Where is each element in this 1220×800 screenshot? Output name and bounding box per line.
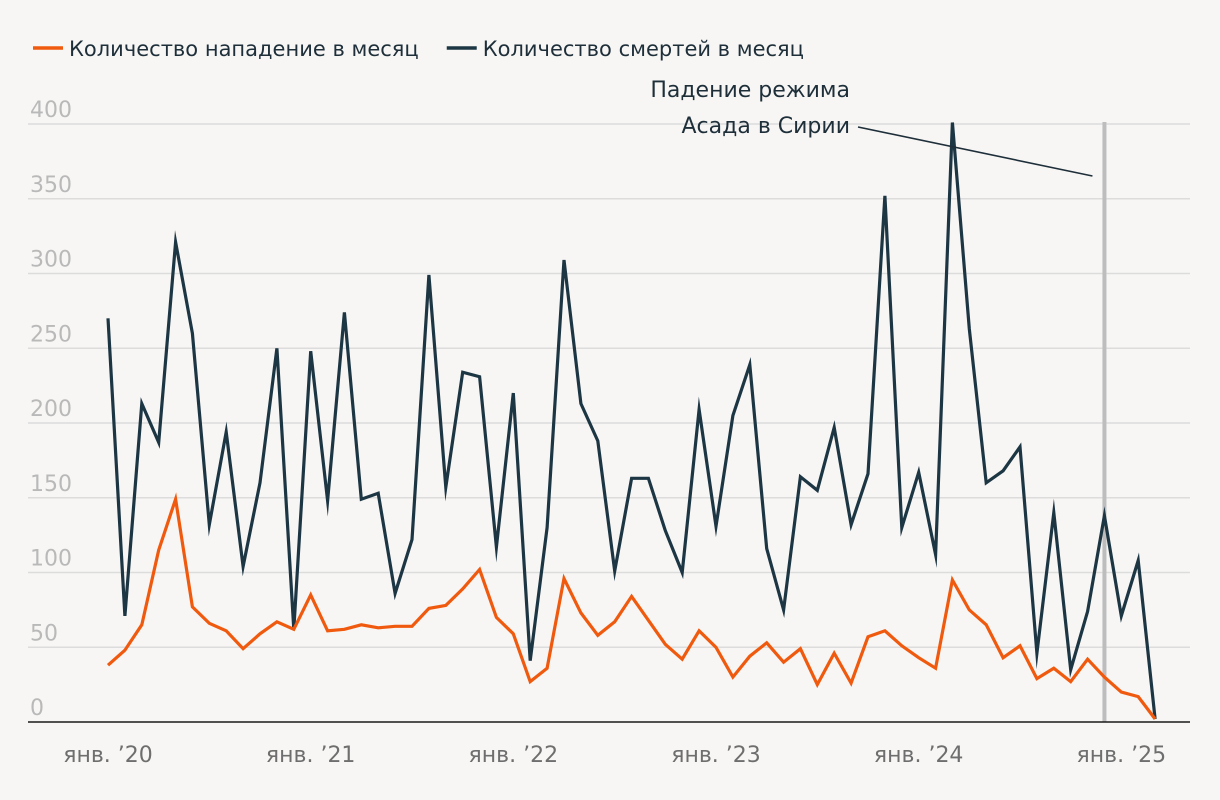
y-tick-label: 200 [30, 397, 72, 422]
annotation-text: Асада в Сирии [682, 114, 851, 139]
x-tick-label: янв. ’21 [266, 743, 356, 768]
y-tick-label: 400 [30, 98, 72, 123]
x-axis-ticks: янв. ’20 янв. ’21 янв. ’22 янв. ’23 янв. ’24… [63, 743, 1166, 768]
y-tick-label: 250 [30, 322, 72, 347]
y-tick-label: 300 [30, 248, 72, 273]
y-axis-ticks: 0 50 100 150 200 250 300 350 400 [30, 98, 72, 721]
series-line [106, 122, 1157, 720]
y-tick-label: 150 [30, 472, 72, 497]
x-tick-label: янв. ’23 [671, 743, 761, 768]
y-tick-label: 0 [30, 696, 44, 721]
y-tick-label: 350 [30, 173, 72, 198]
legend-label: Количество нападение в месяц [69, 37, 419, 61]
annotation: Падение режима Асада в Сирии [650, 78, 1093, 177]
x-tick-label: янв. ’25 [1077, 743, 1167, 768]
gridlines [28, 123, 1190, 648]
series-line [106, 492, 1157, 720]
series-lines [106, 122, 1157, 720]
annotation-text: Падение режима [650, 78, 850, 103]
y-tick-label: 100 [30, 547, 72, 572]
y-tick-label: 50 [30, 621, 58, 646]
x-tick-label: янв. ’24 [874, 743, 964, 768]
annotation-leader [857, 126, 1093, 177]
legend: Количество нападение в месяц Количество с… [33, 37, 804, 61]
x-tick-label: янв. ’20 [63, 743, 153, 768]
legend-label: Количество смертей в месяц [483, 37, 804, 61]
x-tick-label: янв. ’22 [469, 743, 559, 768]
